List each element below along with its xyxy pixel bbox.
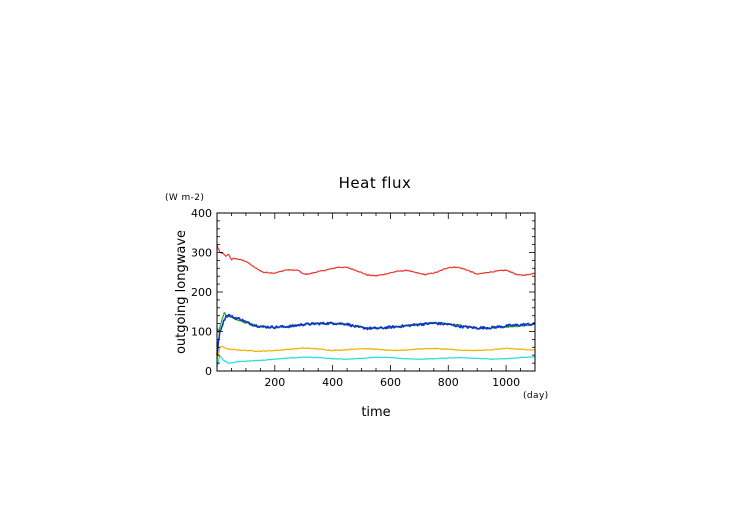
y-tick-label: 200 (191, 286, 212, 299)
series-line-3 (216, 313, 536, 356)
y-tick-label: 400 (191, 207, 212, 220)
y-axis-label: outgoing longwave (174, 230, 189, 354)
x-axis-unit: (day) (523, 391, 549, 401)
series-layer (216, 244, 536, 368)
series-line-1 (216, 244, 536, 277)
x-tick-label: 1000 (492, 376, 520, 389)
series-line-5 (216, 355, 536, 368)
chart-title: Heat flux (339, 174, 412, 192)
series-line-4 (216, 345, 536, 360)
y-tick-label: 0 (205, 365, 212, 378)
x-tick-label: 200 (264, 376, 285, 389)
x-tick-label: 600 (380, 376, 401, 389)
plot-frame (216, 212, 536, 372)
y-tick-label: 100 (191, 326, 212, 339)
x-tick-label: 800 (438, 376, 459, 389)
x-tick-label: 400 (322, 376, 343, 389)
y-tick-label: 300 (191, 247, 212, 260)
axes-layer: 200 400 600 800 1000 0 100 200 300 400 (191, 207, 536, 389)
y-axis-unit: (W m-2) (165, 193, 204, 203)
x-axis-label: time (361, 405, 390, 420)
